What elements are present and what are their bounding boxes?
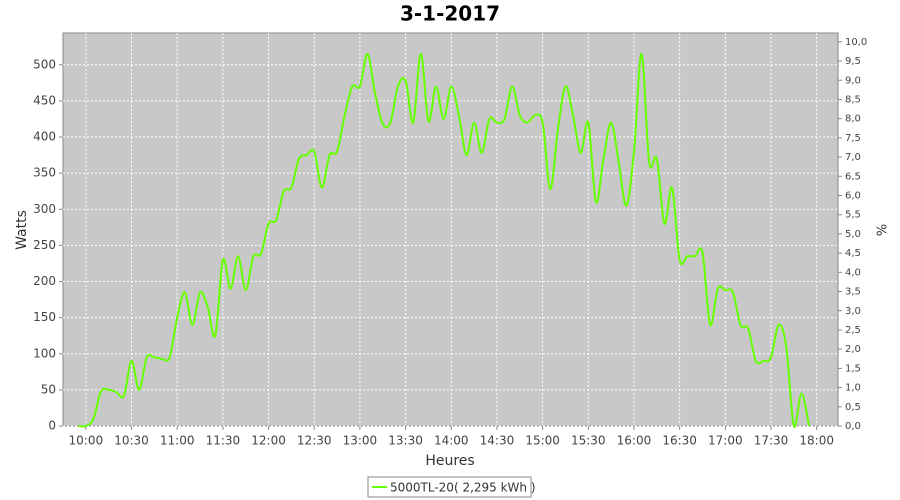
- y-tick-label: 500: [33, 57, 56, 71]
- y2-tick-label: 2,0: [845, 344, 861, 355]
- y2-tick-label: 5,0: [845, 229, 861, 240]
- y2-tick-label: 6,5: [845, 171, 861, 182]
- y-tick-label: 0: [48, 419, 56, 433]
- x-axis-label: Heures: [425, 453, 474, 469]
- y2-tick-label: 2,5: [845, 325, 861, 336]
- x-tick-label: 16:30: [662, 434, 697, 448]
- y-tick-label: 400: [33, 130, 56, 144]
- legend-label: 5000TL-20( 2,295 kWh ): [390, 481, 536, 495]
- x-tick-label: 15:00: [525, 434, 560, 448]
- y-tick-label: 100: [33, 346, 56, 360]
- y2-tick-label: 7,5: [845, 133, 861, 144]
- y2-tick-label: 10,0: [845, 37, 867, 48]
- y2-tick-label: 1,5: [845, 363, 861, 374]
- y-tick-label: 200: [33, 274, 56, 288]
- y2-tick-label: 9,5: [845, 56, 861, 67]
- data-line: [78, 52, 811, 428]
- x-tick-label: 10:00: [69, 434, 104, 448]
- y-tick-label: 450: [33, 93, 56, 107]
- legend: [367, 476, 532, 498]
- chart-title: 3-1-2017: [400, 2, 500, 26]
- x-tick-label: 13:00: [343, 434, 378, 448]
- plot-area: [62, 32, 839, 427]
- y-tick-label: 300: [33, 202, 56, 216]
- x-tick-label: 12:30: [297, 434, 332, 448]
- y2-axis-label: %: [873, 224, 888, 236]
- x-tick-label: 17:30: [754, 434, 789, 448]
- x-tick-label: 14:00: [434, 434, 469, 448]
- x-tick-label: 15:30: [571, 434, 606, 448]
- y2-tick-label: 0,0: [845, 421, 861, 432]
- y2-tick-label: 4,5: [845, 248, 861, 259]
- y-tick-label: 50: [41, 382, 56, 396]
- x-tick-label: 12:00: [251, 434, 286, 448]
- y2-tick-label: 3,0: [845, 306, 861, 317]
- x-tick-label: 11:30: [206, 434, 241, 448]
- y2-tick-label: 8,0: [845, 114, 861, 125]
- x-tick-label: 11:00: [160, 434, 195, 448]
- y-tick-label: 150: [33, 310, 56, 324]
- x-tick-label: 18:00: [799, 434, 834, 448]
- y2-tick-label: 7,0: [845, 152, 861, 163]
- y2-tick-label: 6,0: [845, 191, 861, 202]
- y2-tick-label: 8,5: [845, 94, 861, 105]
- x-tick-label: 16:00: [617, 434, 652, 448]
- y2-tick-label: 9,0: [845, 75, 861, 86]
- y-tick-label: 250: [33, 238, 56, 252]
- x-tick-label: 13:30: [388, 434, 423, 448]
- x-tick-label: 10:30: [114, 434, 149, 448]
- y2-tick-label: 3,5: [845, 287, 861, 298]
- x-tick-label: 17:00: [708, 434, 743, 448]
- y2-tick-label: 1,0: [845, 383, 861, 394]
- y2-tick-label: 5,5: [845, 210, 861, 221]
- y-axis-label: Watts: [14, 210, 30, 250]
- y-tick-label: 350: [33, 166, 56, 180]
- y2-tick-label: 4,0: [845, 267, 861, 278]
- x-tick-label: 14:30: [480, 434, 515, 448]
- y2-tick-label: 0,5: [845, 402, 861, 413]
